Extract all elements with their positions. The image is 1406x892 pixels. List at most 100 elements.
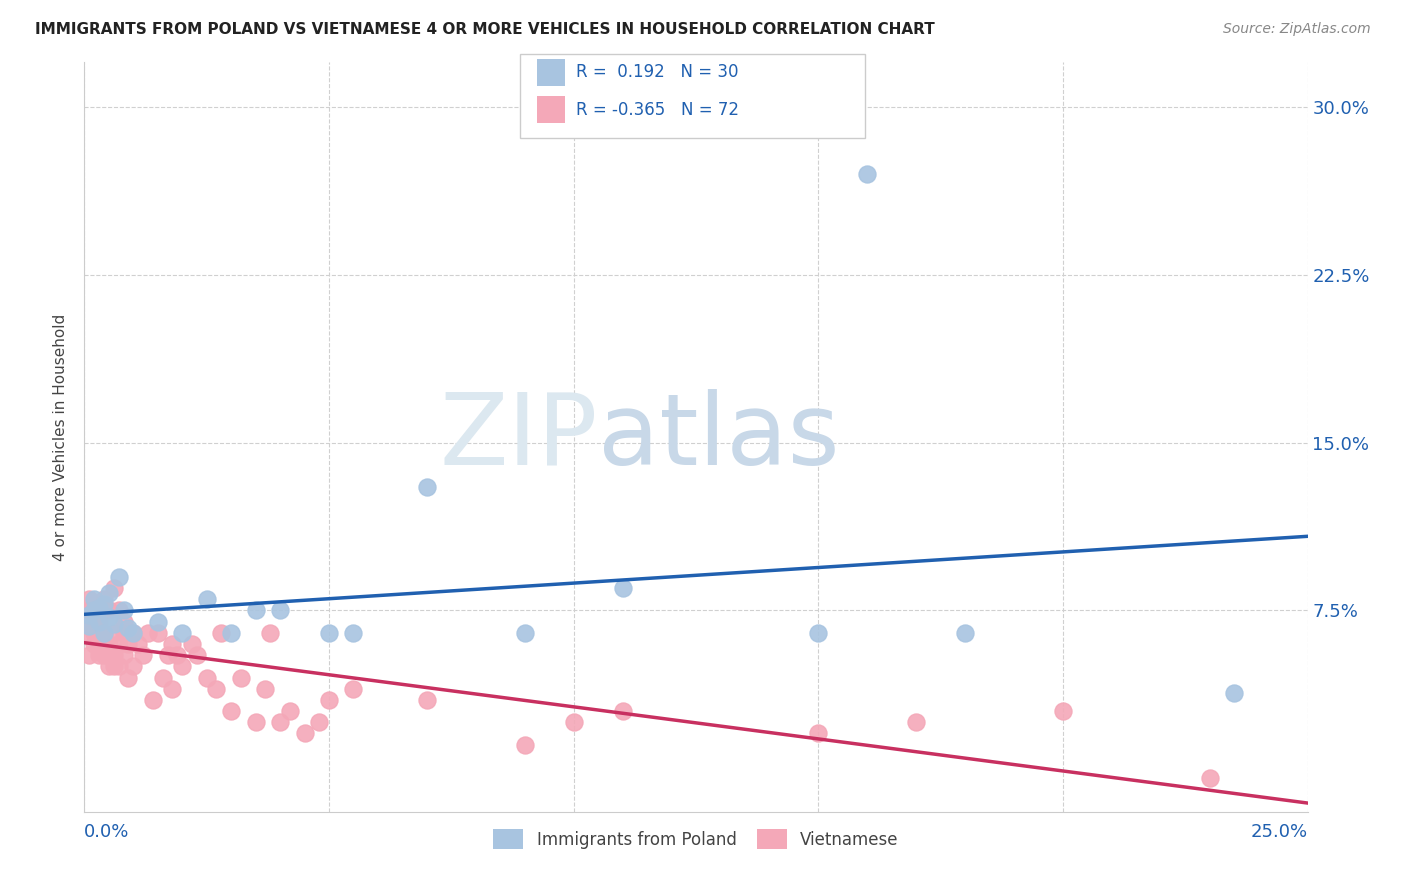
Point	[117, 621, 139, 635]
Point	[318, 693, 340, 707]
Point	[127, 637, 149, 651]
Point	[152, 671, 174, 685]
Point	[117, 671, 139, 685]
Point	[181, 637, 204, 651]
Point	[195, 671, 218, 685]
Point	[93, 648, 115, 662]
Point	[132, 648, 155, 662]
Point	[97, 585, 120, 599]
Point	[342, 681, 364, 696]
Point	[195, 592, 218, 607]
Point	[107, 603, 129, 617]
Point	[77, 592, 100, 607]
Point	[112, 648, 135, 662]
Point	[146, 625, 169, 640]
Point	[77, 607, 100, 622]
Text: ZIP: ZIP	[440, 389, 598, 485]
Point	[77, 619, 100, 633]
Point	[229, 671, 252, 685]
Legend: Immigrants from Poland, Vietnamese: Immigrants from Poland, Vietnamese	[486, 822, 905, 855]
Point	[612, 581, 634, 595]
Point	[612, 704, 634, 718]
Point	[269, 603, 291, 617]
Point	[166, 648, 188, 662]
Point	[97, 659, 120, 673]
Point	[103, 648, 125, 662]
Point	[513, 625, 536, 640]
Point	[269, 715, 291, 730]
Point	[122, 625, 145, 640]
Point	[103, 625, 125, 640]
Point	[416, 480, 439, 494]
Point	[318, 625, 340, 640]
Point	[83, 592, 105, 607]
Point	[103, 581, 125, 595]
Point	[93, 637, 115, 651]
Point	[87, 601, 110, 615]
Point	[93, 597, 115, 611]
Point	[93, 625, 115, 640]
Point	[219, 625, 242, 640]
Point	[97, 648, 120, 662]
Point	[87, 625, 110, 640]
Y-axis label: 4 or more Vehicles in Household: 4 or more Vehicles in Household	[53, 313, 69, 561]
Point	[856, 167, 879, 181]
Point	[308, 715, 330, 730]
Point	[278, 704, 301, 718]
Point	[186, 648, 208, 662]
Point	[205, 681, 228, 696]
Point	[77, 603, 100, 617]
Point	[807, 726, 830, 740]
Point	[93, 603, 115, 617]
Point	[142, 693, 165, 707]
Text: R = -0.365   N = 72: R = -0.365 N = 72	[576, 101, 740, 119]
Point	[416, 693, 439, 707]
Point	[562, 715, 585, 730]
Point	[87, 603, 110, 617]
Point	[103, 616, 125, 631]
Point	[259, 625, 281, 640]
Point	[83, 603, 105, 617]
Point	[107, 659, 129, 673]
Point	[122, 625, 145, 640]
Point	[112, 603, 135, 617]
Point	[122, 659, 145, 673]
Text: Source: ZipAtlas.com: Source: ZipAtlas.com	[1223, 22, 1371, 37]
Point	[83, 625, 105, 640]
Point	[513, 738, 536, 752]
Point	[136, 625, 159, 640]
Point	[172, 625, 194, 640]
Point	[162, 681, 184, 696]
Text: IMMIGRANTS FROM POLAND VS VIETNAMESE 4 OR MORE VEHICLES IN HOUSEHOLD CORRELATION: IMMIGRANTS FROM POLAND VS VIETNAMESE 4 O…	[35, 22, 935, 37]
Point	[117, 637, 139, 651]
Point	[87, 615, 110, 629]
Text: 25.0%: 25.0%	[1250, 823, 1308, 841]
Point	[97, 603, 120, 617]
Point	[112, 615, 135, 629]
Point	[77, 615, 100, 629]
Point	[107, 570, 129, 584]
Point	[83, 615, 105, 629]
Point	[209, 625, 232, 640]
Point	[77, 648, 100, 662]
Point	[219, 704, 242, 718]
Point	[953, 625, 976, 640]
Text: atlas: atlas	[598, 389, 839, 485]
Point	[87, 648, 110, 662]
Point	[87, 615, 110, 629]
Point	[1223, 686, 1246, 700]
Point	[245, 603, 267, 617]
Point	[93, 592, 115, 607]
Point	[97, 637, 120, 651]
Point	[83, 637, 105, 651]
Point	[77, 625, 100, 640]
Point	[342, 625, 364, 640]
Point	[905, 715, 928, 730]
Point	[103, 659, 125, 673]
Point	[156, 648, 179, 662]
Point	[1198, 771, 1220, 785]
Point	[87, 637, 110, 651]
Point	[245, 715, 267, 730]
Point	[93, 625, 115, 640]
Point	[146, 615, 169, 629]
